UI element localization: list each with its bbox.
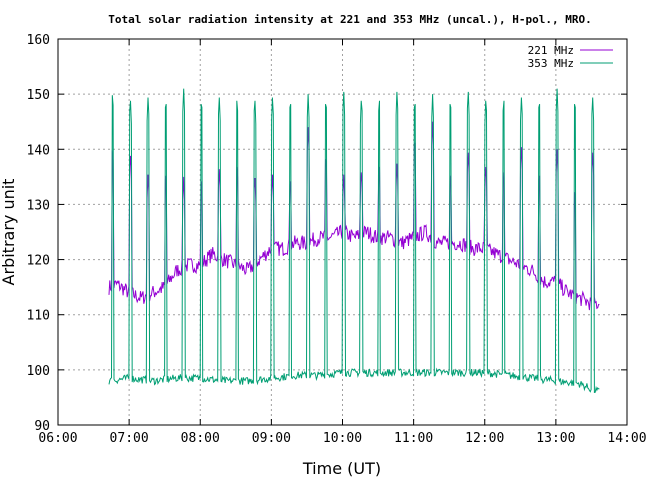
y-tick-label: 120 (27, 254, 50, 269)
series-lines (108, 88, 600, 393)
y-tick-label: 90 (34, 419, 50, 434)
y-tick-label: 130 (27, 198, 50, 213)
x-tick-label: 12:00 (465, 431, 504, 446)
legend: 221 MHz 353 MHz (528, 44, 613, 70)
x-axis-label: Time (UT) (302, 459, 381, 478)
chart-title: Total solar radiation intensity at 221 a… (108, 13, 591, 26)
y-tick-label: 160 (27, 33, 50, 48)
x-tick-label: 13:00 (536, 431, 575, 446)
y-tick-label: 100 (27, 364, 50, 379)
x-tick-label: 08:00 (181, 431, 220, 446)
x-tick-label: 09:00 (252, 431, 291, 446)
x-tick-label: 07:00 (110, 431, 149, 446)
y-tick-label: 110 (27, 309, 50, 324)
y-axis-label: Arbitrary unit (0, 179, 18, 286)
y-tick-label: 150 (27, 88, 50, 103)
x-axis-ticks: 06:00 07:00 08:00 09:00 10:00 11:00 12:00 13:00… (38, 39, 647, 446)
legend-label-221: 221 MHz (528, 44, 574, 57)
x-tick-label: 14:00 (607, 431, 646, 446)
y-tick-label: 140 (27, 143, 50, 158)
x-tick-label: 10:00 (323, 431, 362, 446)
series-line-1 (108, 88, 600, 393)
x-tick-label: 11:00 (394, 431, 433, 446)
y-axis-ticks: 90 100 110 120 130 140 150 160 (27, 33, 627, 434)
x-tick-label: 06:00 (38, 431, 77, 446)
series-line-0 (108, 121, 600, 311)
plot-frame (57, 38, 628, 426)
legend-label-353: 353 MHz (528, 57, 574, 70)
